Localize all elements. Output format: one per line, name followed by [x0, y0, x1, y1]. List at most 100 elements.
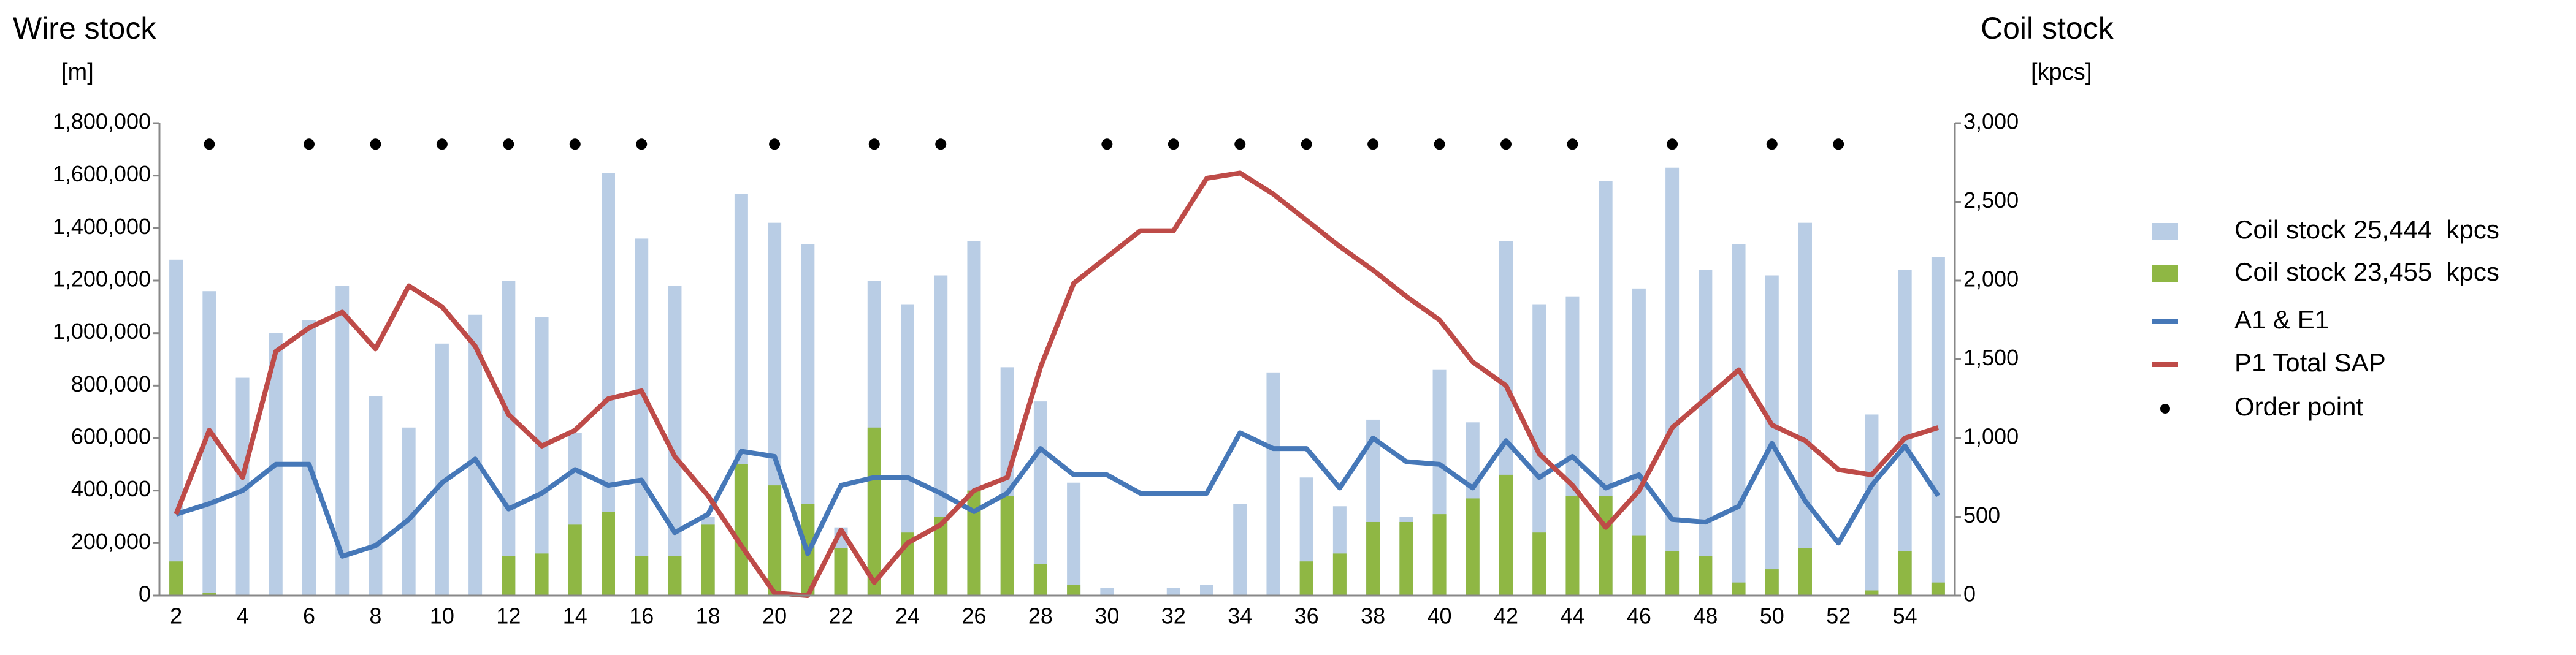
- x-tick-label: 50: [1760, 604, 1784, 629]
- x-tick-label: 40: [1428, 604, 1452, 629]
- y-tick-label: 200,000: [71, 529, 151, 554]
- bar: [1532, 532, 1546, 596]
- bar: [668, 286, 682, 596]
- bar: [1100, 588, 1114, 596]
- y-tick-label: 1,200,000: [53, 267, 151, 292]
- bar: [535, 317, 549, 596]
- x-tick-label: 38: [1361, 604, 1385, 629]
- order-point: [569, 138, 581, 150]
- bar: [202, 291, 216, 596]
- x-tick-label: 12: [496, 604, 521, 629]
- order-point: [636, 138, 648, 150]
- bar: [635, 238, 649, 596]
- bar: [1200, 585, 1213, 596]
- x-tick-label: 16: [629, 604, 654, 629]
- y2-tick-label: 0: [1963, 581, 1976, 607]
- bar: [1599, 496, 1613, 596]
- x-tick-label: 34: [1228, 604, 1252, 629]
- bar: [335, 286, 350, 596]
- bar: [435, 343, 449, 596]
- bar: [1898, 551, 1912, 596]
- bar: [1865, 590, 1879, 596]
- bar: [1665, 551, 1680, 596]
- legend-label: Coil stock 25,444 kpcs: [2234, 215, 2499, 244]
- x-tick-label: 28: [1028, 604, 1053, 629]
- x-tick-label: 10: [430, 604, 454, 629]
- legend-swatch: [2160, 404, 2170, 414]
- y-tick-label: 400,000: [71, 476, 151, 501]
- plot-area: [169, 138, 1945, 598]
- bar: [1898, 270, 1912, 596]
- bar: [402, 427, 416, 596]
- bar: [468, 314, 483, 596]
- bar: [1000, 496, 1014, 596]
- bar: [934, 517, 948, 596]
- bar: [1399, 521, 1413, 596]
- bar: [1931, 257, 1945, 596]
- bar: [1865, 414, 1879, 596]
- bar: [1632, 535, 1646, 596]
- bar: [1798, 222, 1812, 596]
- bar: [1499, 474, 1513, 596]
- order-point: [1567, 138, 1578, 150]
- y-tick-label: 1,400,000: [53, 214, 151, 239]
- y2-tick-label: 1,000: [1963, 424, 2019, 449]
- y2-axis-title: Coil stock: [1981, 11, 2114, 45]
- bar: [701, 524, 715, 596]
- bar: [1665, 167, 1680, 596]
- x-tick-label: 48: [1693, 604, 1718, 629]
- x-tick-label: 4: [237, 604, 249, 629]
- x-tick-label: 24: [895, 604, 920, 629]
- bar: [1565, 496, 1580, 596]
- bar: [1765, 569, 1779, 596]
- bar: [1699, 556, 1713, 596]
- legend-label: A1 & E1: [2234, 305, 2329, 334]
- bar: [169, 561, 183, 596]
- bar: [602, 512, 615, 596]
- y-tick-label: 800,000: [71, 371, 151, 396]
- bar: [1798, 548, 1812, 596]
- order-point: [1234, 138, 1246, 150]
- bar: [668, 556, 682, 596]
- order-point: [1833, 138, 1844, 150]
- legend-swatch: [2152, 223, 2178, 240]
- bar: [1931, 582, 1945, 596]
- order-point: [1101, 138, 1113, 150]
- bar: [568, 524, 582, 596]
- x-tick-label: 44: [1560, 604, 1584, 629]
- bar: [369, 396, 383, 596]
- bar: [1765, 275, 1779, 596]
- bar: [1632, 288, 1646, 596]
- bar: [768, 485, 782, 596]
- bar: [1299, 561, 1313, 596]
- legend-label: P1 Total SAP: [2234, 348, 2386, 377]
- y2-tick-label: 2,500: [1963, 187, 2019, 213]
- y-tick-label: 1,000,000: [53, 319, 151, 344]
- bar: [1466, 498, 1480, 596]
- bar: [967, 490, 981, 596]
- x-tick-label: 14: [563, 604, 587, 629]
- bar: [502, 556, 516, 596]
- bar: [1067, 482, 1081, 596]
- bar: [867, 427, 881, 596]
- order-point: [1434, 138, 1445, 150]
- bar: [734, 464, 748, 596]
- bar: [1732, 582, 1746, 596]
- x-tick-label: 42: [1494, 604, 1518, 629]
- x-tick-label: 54: [1893, 604, 1917, 629]
- bar: [1166, 588, 1180, 596]
- x-tick-label: 32: [1161, 604, 1186, 629]
- bar: [535, 553, 549, 596]
- x-tick-label: 46: [1627, 604, 1651, 629]
- y-axis-unit: [m]: [61, 59, 94, 85]
- x-tick-label: 18: [696, 604, 720, 629]
- order-point: [868, 138, 880, 150]
- x-tick-label: 8: [369, 604, 381, 629]
- x-tick-label: 6: [303, 604, 315, 629]
- bar: [1266, 372, 1280, 596]
- x-tick-label: 36: [1294, 604, 1319, 629]
- x-tick-label: 52: [1826, 604, 1851, 629]
- bar: [1599, 181, 1613, 596]
- y2-tick-label: 3,000: [1963, 109, 2019, 134]
